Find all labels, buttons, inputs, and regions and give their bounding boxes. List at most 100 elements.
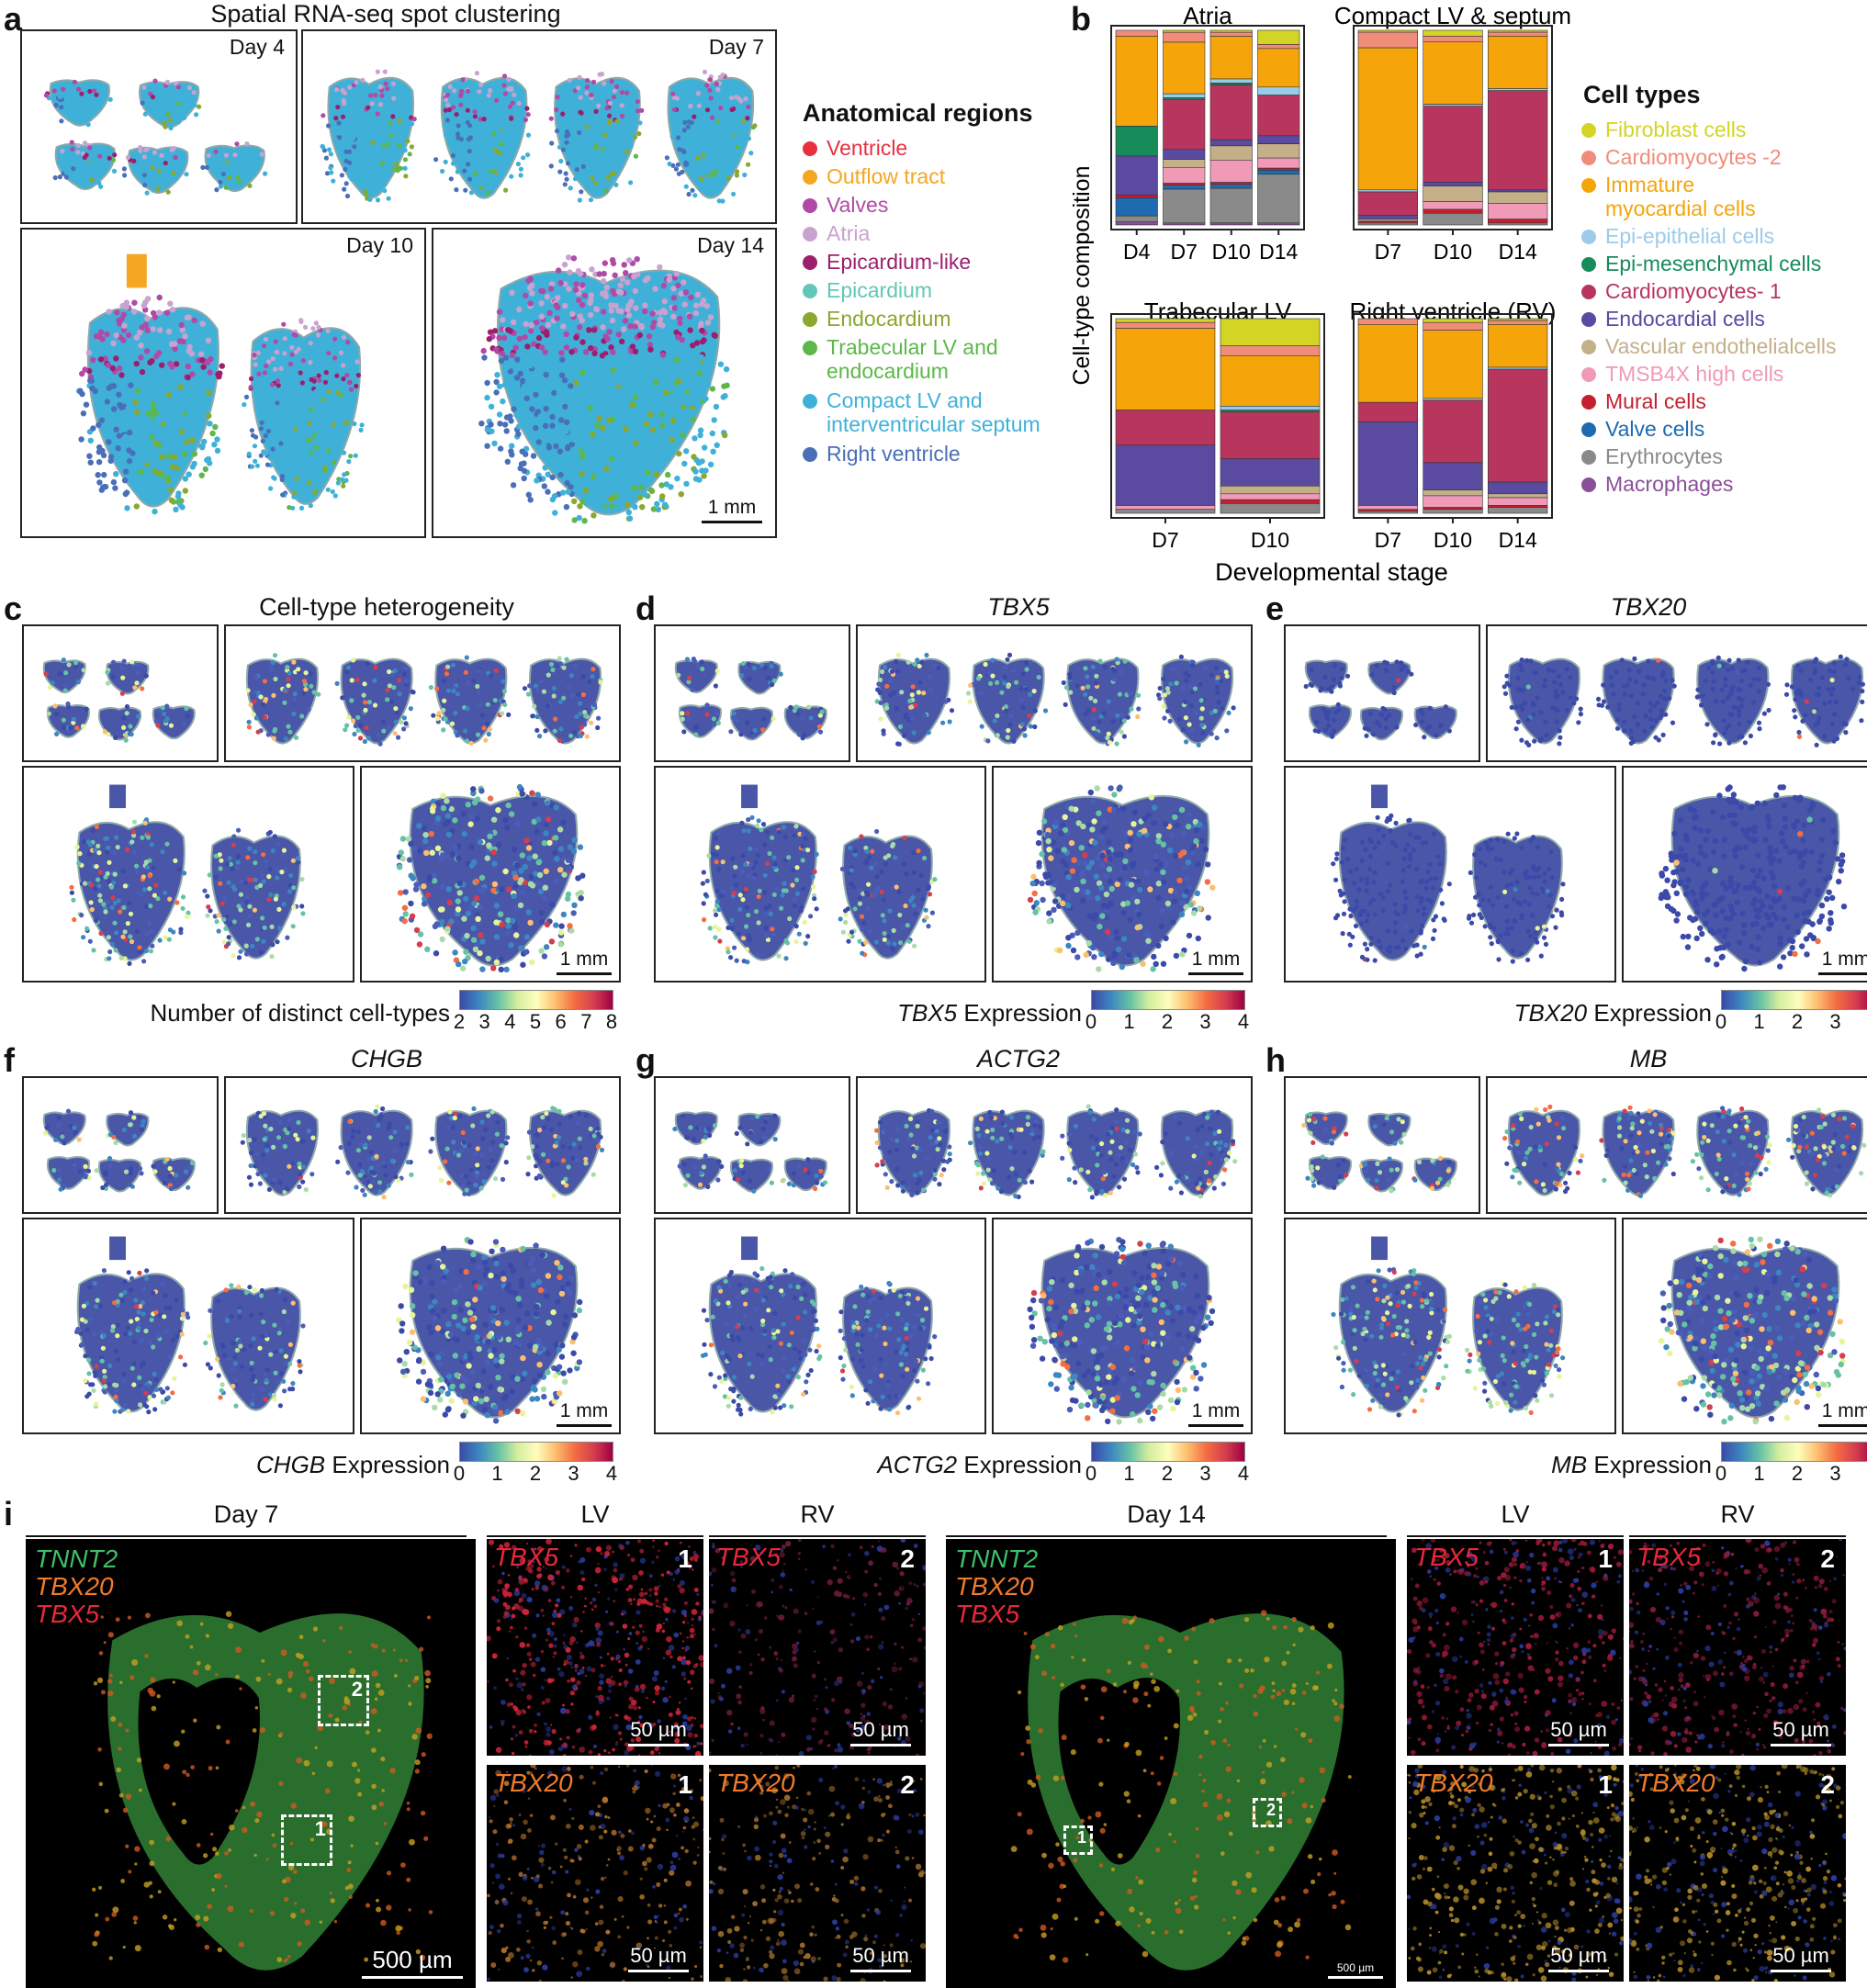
bar-segment xyxy=(1115,155,1158,196)
spatial-map-frame xyxy=(1284,624,1480,762)
heart-section xyxy=(968,1109,1046,1199)
roi-box[interactable]: 1 xyxy=(281,1814,332,1866)
region-legend-item: Epicardium xyxy=(803,278,932,302)
spatial-expression-map xyxy=(1331,1236,1566,1418)
spatial-map-frame xyxy=(1284,1218,1616,1434)
spatial-map-day10 xyxy=(76,253,365,515)
day7-frame: Day 7 xyxy=(301,29,777,224)
spatial-map-frame: 1 mm xyxy=(1622,1218,1867,1434)
scale-bar-line xyxy=(628,1744,689,1747)
heart-section xyxy=(522,656,603,745)
heart-section xyxy=(674,657,720,694)
feature-panel-c: c Cell-type heterogeneity 1 mm 2 3 4 5 6 7 8 Numbe… xyxy=(4,590,623,1033)
bar-segment xyxy=(1487,505,1548,508)
heart-section xyxy=(1411,1155,1457,1192)
bar-segment xyxy=(1115,221,1158,226)
scale-bar-line xyxy=(1188,1424,1243,1427)
region-legend-item: Compact LV and interventricular septum xyxy=(803,388,1040,436)
bar-segment xyxy=(1257,135,1300,144)
roi-number: 2 xyxy=(900,1544,915,1573)
heart-section xyxy=(1464,1281,1566,1415)
roi-box[interactable]: 2 xyxy=(318,1675,369,1726)
marker-label: TBX5 xyxy=(955,1600,1020,1628)
heart-section xyxy=(1305,1154,1353,1190)
bar-segment xyxy=(1357,318,1418,325)
colorbar xyxy=(1091,990,1245,1010)
spatial-map-day14 xyxy=(478,254,730,524)
bar-segment xyxy=(1423,36,1483,43)
colorbar-tick-label: 2 xyxy=(453,1010,466,1033)
spatial-expression-map xyxy=(1658,784,1848,972)
bar-segment xyxy=(1423,507,1483,510)
bar-segment xyxy=(1423,330,1483,399)
bar-segment xyxy=(1163,29,1206,33)
colorbar xyxy=(1091,1442,1245,1462)
colorbar-label-text: Expression xyxy=(332,1451,450,1478)
roi-box[interactable]: 1 xyxy=(1063,1825,1093,1855)
legend-dot xyxy=(1581,395,1596,410)
legend-dot xyxy=(1581,340,1596,354)
colorbar-tick-label: 1 xyxy=(1123,1462,1135,1485)
bar-segment xyxy=(1423,321,1483,331)
stain-label: TBX20 xyxy=(494,1769,573,1797)
roi-box[interactable]: 2 xyxy=(1253,1798,1282,1827)
bar-segment xyxy=(1163,159,1206,168)
legend-dot xyxy=(1581,151,1596,165)
scale-bar-line xyxy=(362,1976,463,1979)
feature-panel-title: CHGB xyxy=(350,1045,422,1073)
legend-dot xyxy=(1581,285,1596,299)
microscopy-title: LV xyxy=(1501,1500,1530,1528)
zoom-micrograph: TBX5 2 50 µm xyxy=(709,1539,926,1756)
heart-section xyxy=(1060,1104,1142,1200)
scale-bar-label: 1 mm xyxy=(707,497,757,518)
region-legend-item: Trabecular LV and endocardium xyxy=(803,335,998,383)
legend-dot xyxy=(803,227,817,241)
scale-bar-line xyxy=(1328,1976,1383,1979)
spatial-expression-map xyxy=(396,1237,583,1424)
spatial-map-frame: 1 mm xyxy=(360,1218,621,1434)
heart-section xyxy=(202,827,306,960)
scale-bar: 1 mm xyxy=(1818,949,1867,975)
bar-segment xyxy=(1115,29,1158,37)
spatial-expression-map xyxy=(874,1104,1238,1200)
bar-segment xyxy=(1209,83,1253,85)
scale-bar-line xyxy=(1818,972,1867,975)
bar-segment xyxy=(1423,318,1483,323)
colorbar-tick-label: 0 xyxy=(1085,1010,1097,1033)
bar-segment xyxy=(1115,321,1216,329)
bar-segment xyxy=(1115,215,1158,222)
heart-section xyxy=(1061,657,1142,747)
day4-frame: Day 4 xyxy=(20,29,298,224)
scale-bar-label: 1 mm xyxy=(1821,949,1867,970)
feature-panel-title: TBX20 xyxy=(1610,593,1687,621)
scale-bar-label: 50 µm xyxy=(630,1718,687,1741)
bar-segment xyxy=(1163,31,1206,43)
bar-segment xyxy=(1115,197,1158,217)
feature-panel-title: ACTG2 xyxy=(976,1045,1061,1073)
bar-segment xyxy=(1209,29,1253,33)
fluorescence-tile xyxy=(1407,1765,1624,1982)
cell-type-legend-item: Epi-mesenchymal cells xyxy=(1581,252,1821,275)
bar-segment xyxy=(1163,41,1206,95)
heart-section xyxy=(97,703,142,743)
spatial-map-frame: 1 mm xyxy=(1622,766,1867,983)
bar-segment xyxy=(1487,318,1548,321)
heart-section xyxy=(1659,1236,1846,1425)
bar-segment xyxy=(1357,421,1418,506)
heart-section xyxy=(1303,659,1351,694)
bar-segment xyxy=(1487,29,1548,33)
bar-segment xyxy=(1163,222,1206,226)
colorbar-gene: ACTG2 xyxy=(877,1451,958,1478)
colorbar-label-text: Expression xyxy=(963,999,1082,1027)
colorbar-tick-label: 1 xyxy=(1753,1010,1765,1033)
legend-dot xyxy=(803,255,817,270)
roi-number: 1 xyxy=(1076,1828,1086,1847)
heart-section xyxy=(1413,704,1457,740)
heart-section xyxy=(43,79,113,128)
region-legend-item: Valves xyxy=(803,193,888,217)
legend-dot xyxy=(1581,257,1596,272)
zoom-micrograph: TBX20 1 50 µm xyxy=(487,1765,703,1982)
stain-label: TBX20 xyxy=(1636,1769,1715,1797)
heart-fluorescence xyxy=(1010,1610,1352,1971)
